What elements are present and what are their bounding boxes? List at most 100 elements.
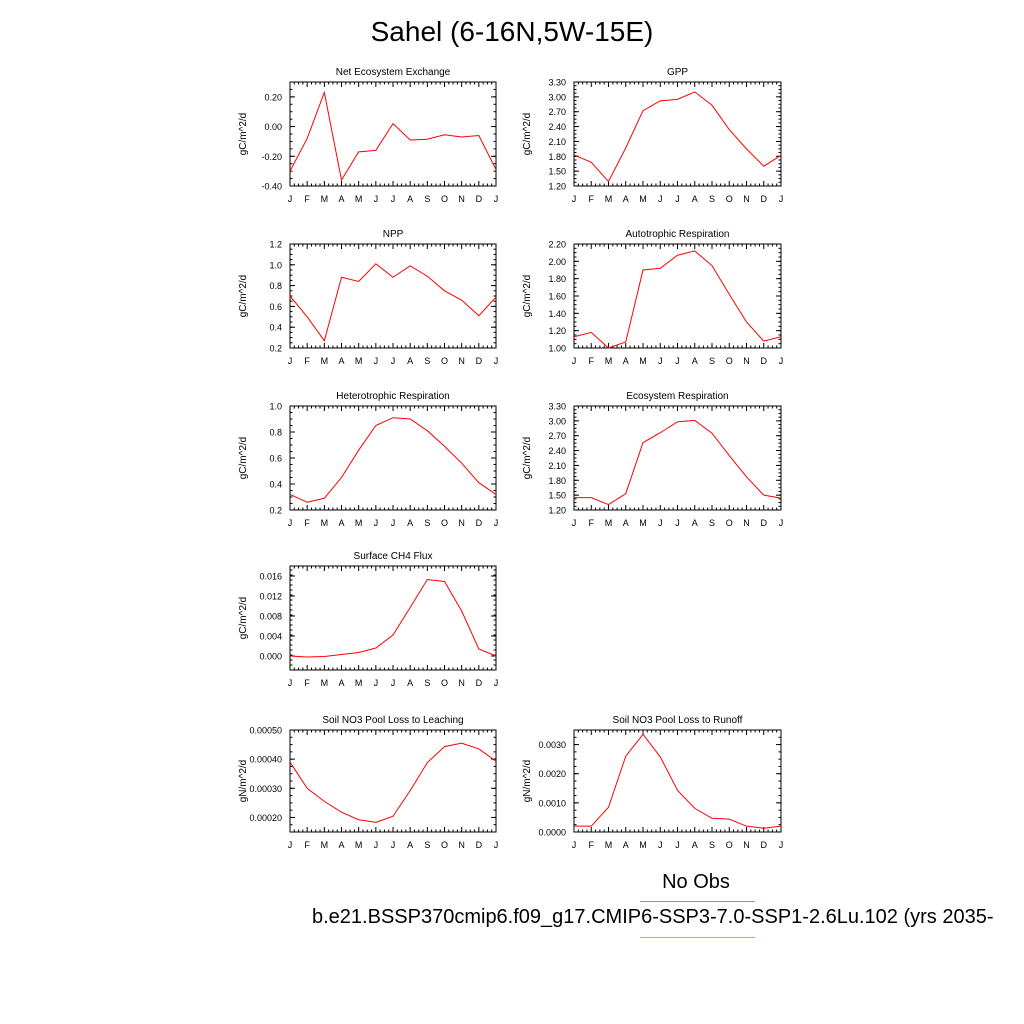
x-tick-label: S xyxy=(424,356,430,366)
x-tick-label: A xyxy=(692,356,698,366)
x-tick-label: M xyxy=(321,518,329,528)
x-tick-label: D xyxy=(476,518,483,528)
x-tick-label: J xyxy=(494,678,499,688)
x-tick-label: M xyxy=(321,840,329,850)
y-tick-label: 0.00030 xyxy=(249,784,282,794)
legend-model-label: b.e21.BSSP370cmip6.f09_g17.CMIP6-SSP3-7.… xyxy=(312,906,994,928)
y-tick-label: 0.016 xyxy=(259,572,282,582)
y-axis-label: gC/m^2/d xyxy=(238,597,249,640)
y-tick-label: 0.0020 xyxy=(538,769,566,779)
plot-frame xyxy=(289,81,497,187)
x-tick-label: D xyxy=(761,356,768,366)
x-tick-label: J xyxy=(391,356,396,366)
x-tick-label: M xyxy=(355,840,363,850)
x-tick-label: J xyxy=(779,840,784,850)
y-tick-label: 2.70 xyxy=(548,107,566,117)
x-tick-label: F xyxy=(589,356,595,366)
y-tick-label: 1.40 xyxy=(548,309,566,319)
x-tick-label: M xyxy=(355,518,363,528)
y-tick-label: 0.2 xyxy=(269,506,282,516)
x-tick-label: J xyxy=(779,356,784,366)
x-tick-label: J xyxy=(658,518,663,528)
x-tick-label: S xyxy=(709,194,715,204)
y-tick-label: 0.0010 xyxy=(538,798,566,808)
panel-title: Heterotrophic Respiration xyxy=(336,391,449,402)
panel-title: Autotrophic Respiration xyxy=(626,229,730,240)
x-tick-label: D xyxy=(761,194,768,204)
x-tick-label: F xyxy=(304,840,310,850)
x-tick-label: N xyxy=(743,518,750,528)
x-tick-label: A xyxy=(692,518,698,528)
x-tick-label: O xyxy=(441,356,448,366)
x-tick-label: O xyxy=(726,518,733,528)
x-tick-label: N xyxy=(458,194,465,204)
y-tick-label: 0.4 xyxy=(269,480,282,490)
y-tick-label: 0.00 xyxy=(264,122,282,132)
x-tick-label: O xyxy=(441,678,448,688)
x-tick-label: M xyxy=(639,356,647,366)
y-axis-label: gC/m^2/d xyxy=(522,437,533,480)
x-tick-label: J xyxy=(658,840,663,850)
x-tick-label: D xyxy=(476,194,483,204)
y-tick-label: 2.70 xyxy=(548,431,566,441)
series-line xyxy=(289,742,497,823)
panel-title: Soil NO3 Pool Loss to Runoff xyxy=(613,715,743,726)
x-tick-label: A xyxy=(338,840,344,850)
x-tick-label: J xyxy=(288,194,293,204)
y-axis-label: gN/m^2/d xyxy=(238,760,249,803)
plot-frame xyxy=(573,81,782,187)
x-tick-label: J xyxy=(675,518,680,528)
y-axis-label: gC/m^2/d xyxy=(522,275,533,318)
y-tick-label: 0.008 xyxy=(259,612,282,622)
series-line xyxy=(289,90,497,182)
series-line xyxy=(289,417,497,503)
x-tick-label: J xyxy=(675,840,680,850)
y-tick-label: 0.8 xyxy=(269,428,282,438)
x-tick-label: J xyxy=(658,356,663,366)
y-tick-label: 2.00 xyxy=(548,257,566,267)
plot-frame xyxy=(573,729,782,833)
y-tick-label: 1.50 xyxy=(548,167,566,177)
x-tick-label: J xyxy=(391,194,396,204)
x-tick-label: J xyxy=(572,840,577,850)
series-line xyxy=(573,91,782,183)
x-tick-label: M xyxy=(605,194,613,204)
x-tick-label: J xyxy=(494,518,499,528)
x-tick-label: M xyxy=(355,194,363,204)
y-tick-label: 1.0 xyxy=(269,260,282,270)
x-tick-label: O xyxy=(726,194,733,204)
x-tick-label: M xyxy=(321,194,329,204)
x-tick-label: S xyxy=(709,840,715,850)
x-tick-label: J xyxy=(658,194,663,204)
y-tick-label: 2.20 xyxy=(548,240,566,250)
figure-title: Sahel (6-16N,5W-15E) xyxy=(370,16,654,47)
y-tick-label: 0.00040 xyxy=(249,755,282,765)
x-tick-label: N xyxy=(458,840,465,850)
x-tick-label: A xyxy=(692,840,698,850)
x-tick-label: F xyxy=(304,194,310,204)
y-axis-label: gC/m^2/d xyxy=(238,437,249,480)
x-tick-label: J xyxy=(391,518,396,528)
x-tick-label: A xyxy=(338,678,344,688)
panel-title: NPP xyxy=(383,229,404,240)
x-tick-label: J xyxy=(288,356,293,366)
x-tick-label: N xyxy=(458,356,465,366)
x-tick-label: J xyxy=(494,840,499,850)
y-tick-label: 0.00050 xyxy=(249,726,282,736)
x-tick-label: J xyxy=(675,194,680,204)
y-tick-label: 1.80 xyxy=(548,476,566,486)
y-tick-label: 3.00 xyxy=(548,92,566,102)
x-tick-label: M xyxy=(605,518,613,528)
x-tick-label: N xyxy=(743,840,750,850)
x-tick-label: D xyxy=(761,840,768,850)
x-tick-label: S xyxy=(424,194,430,204)
x-tick-label: A xyxy=(623,194,629,204)
x-tick-label: S xyxy=(709,518,715,528)
x-tick-label: S xyxy=(424,678,430,688)
y-tick-label: 3.30 xyxy=(548,78,566,88)
x-tick-label: J xyxy=(572,194,577,204)
legend-obs-label: No Obs xyxy=(662,871,730,893)
